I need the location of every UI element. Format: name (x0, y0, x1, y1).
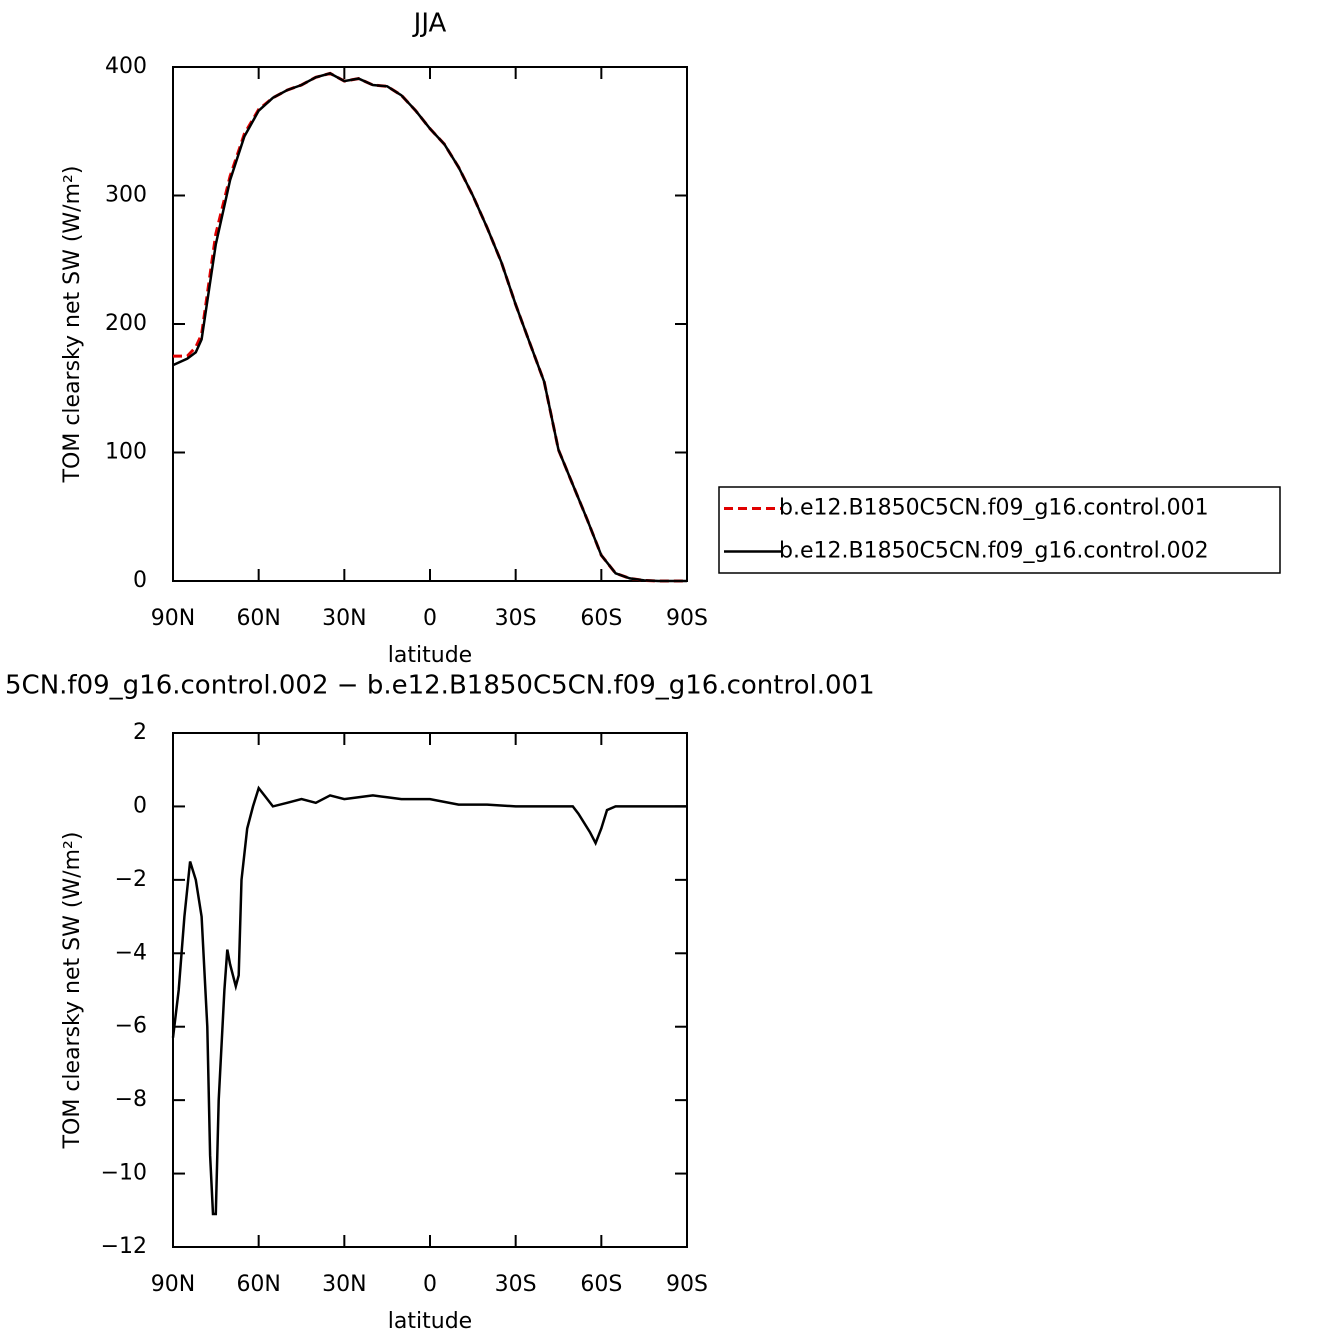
y-tick-label: −8 (115, 1087, 147, 1112)
x-tick-label: 60N (236, 606, 280, 631)
x-tick-label: 90S (666, 1272, 708, 1297)
series-line (171, 785, 687, 1216)
y-tick-label: −12 (101, 1234, 147, 1259)
x-tick-label: 60S (580, 606, 622, 631)
y-tick-label: 2 (133, 720, 147, 745)
y-tick-label: 300 (105, 183, 147, 208)
x-tick-label: 90N (151, 1272, 195, 1297)
x-tick-label: 0 (423, 1272, 437, 1297)
x-tick-label: 30S (495, 1272, 537, 1297)
y-axis-label: TOM clearsky net SW (W/m²) (60, 166, 85, 484)
y-tick-label: 0 (133, 793, 147, 818)
y-tick-label: 0 (133, 568, 147, 593)
series-line (173, 71, 687, 583)
x-tick-label: 30S (495, 606, 537, 631)
chart-title: JJA (412, 9, 447, 39)
plot-frame (172, 732, 688, 1248)
y-tick-label: 200 (105, 311, 147, 336)
y-tick-label: 400 (105, 54, 147, 79)
y-tick-label: −4 (115, 940, 147, 965)
y-tick-label: −6 (115, 1014, 147, 1039)
x-tick-label: 60N (236, 1272, 280, 1297)
x-axis-label: latitude (388, 643, 472, 668)
legend-label: b.e12.B1850C5CN.f09_g16.control.001 (779, 496, 1209, 521)
series-line (172, 72, 687, 583)
y-tick-label: −2 (115, 867, 147, 892)
x-tick-label: 0 (423, 606, 437, 631)
x-tick-label: 90N (151, 606, 195, 631)
x-tick-label: 30N (322, 606, 366, 631)
plot-frame (172, 66, 688, 582)
x-tick-label: 60S (580, 1272, 622, 1297)
y-tick-label: −10 (101, 1161, 147, 1186)
y-tick-label: 100 (105, 440, 147, 465)
chart-title: 5CN.f09_g16.control.002 − b.e12.B1850C5C… (5, 671, 875, 701)
y-axis-label: TOM clearsky net SW (W/m²) (60, 832, 85, 1150)
x-tick-label: 30N (322, 1272, 366, 1297)
x-axis-label: latitude (388, 1309, 472, 1334)
legend-box (718, 486, 1281, 574)
x-tick-label: 90S (666, 606, 708, 631)
legend-label: b.e12.B1850C5CN.f09_g16.control.002 (779, 539, 1209, 564)
